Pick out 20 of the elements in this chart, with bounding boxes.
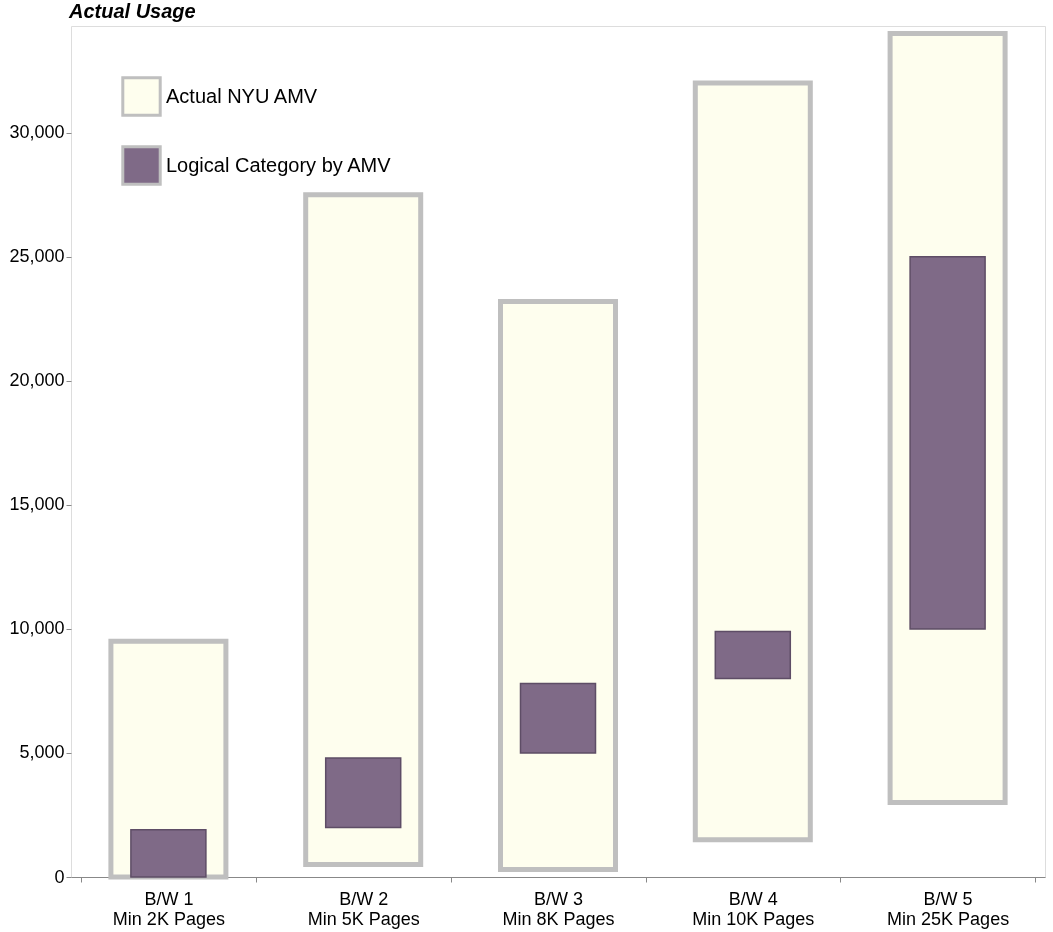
x-tick-label: B/W 3 Min 8K Pages bbox=[502, 888, 615, 929]
y-tick-label: 0 bbox=[54, 866, 65, 887]
chart-title: Actual Usage bbox=[67, 0, 196, 22]
y-tick-label: 10,000 bbox=[9, 618, 65, 639]
bar bbox=[909, 255, 986, 630]
y-tick-label: 30,000 bbox=[9, 122, 65, 143]
legend-label: Logical Category by AMV bbox=[166, 153, 392, 176]
x-tick-label: B/W 5 Min 25K Pages bbox=[887, 888, 1010, 929]
x-tick-label: B/W 1 Min 2K Pages bbox=[112, 888, 225, 929]
x-tick-label: B/W 2 Min 5K Pages bbox=[307, 888, 420, 929]
y-tick-label: 5,000 bbox=[19, 742, 65, 763]
bar bbox=[714, 630, 792, 680]
bar bbox=[519, 682, 597, 754]
bar bbox=[130, 829, 207, 878]
y-tick-label: 20,000 bbox=[9, 370, 65, 391]
legend-label: Actual NYU AMV bbox=[166, 84, 318, 107]
bar bbox=[324, 757, 402, 829]
y-tick-label: 25,000 bbox=[9, 246, 65, 267]
y-tick-label: 15,000 bbox=[9, 494, 65, 515]
x-tick-label: B/W 4 Min 10K Pages bbox=[692, 888, 815, 929]
